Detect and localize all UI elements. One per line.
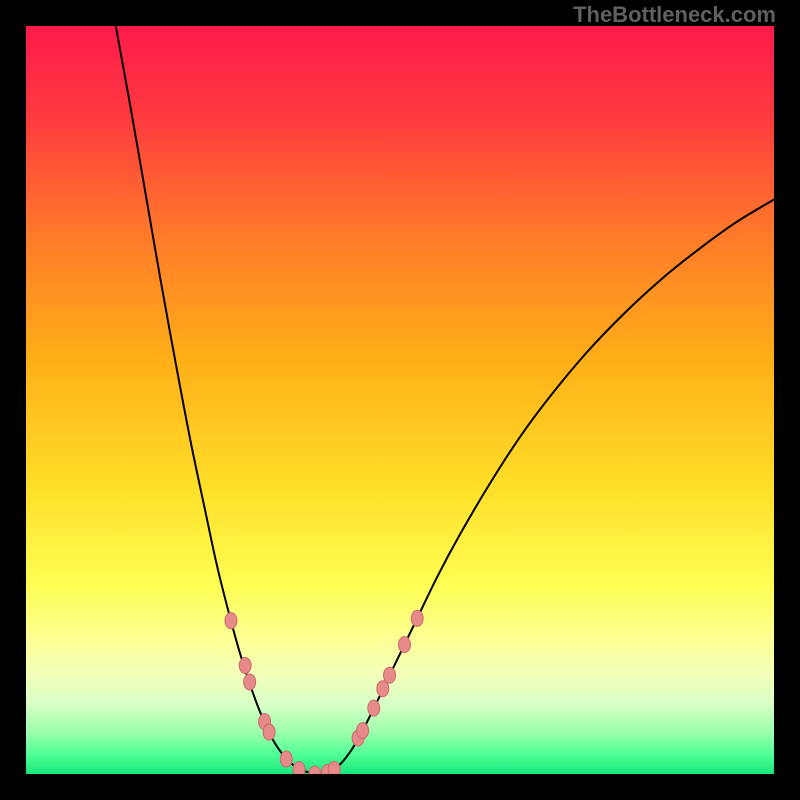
data-marker — [398, 637, 410, 653]
data-marker — [263, 724, 275, 740]
chart-frame: TheBottleneck.com — [0, 0, 800, 800]
chart-svg — [26, 26, 774, 774]
data-marker — [328, 762, 340, 774]
gradient-background — [26, 26, 774, 774]
data-marker — [239, 658, 251, 674]
plot-area — [26, 26, 774, 774]
watermark-label: TheBottleneck.com — [573, 2, 776, 28]
data-marker — [368, 700, 380, 716]
data-marker — [293, 762, 305, 774]
data-marker — [384, 667, 396, 683]
data-marker — [225, 613, 237, 629]
data-marker — [244, 674, 256, 690]
data-marker — [280, 751, 292, 767]
data-marker — [357, 723, 369, 739]
data-marker — [377, 681, 389, 697]
data-marker — [411, 610, 423, 626]
